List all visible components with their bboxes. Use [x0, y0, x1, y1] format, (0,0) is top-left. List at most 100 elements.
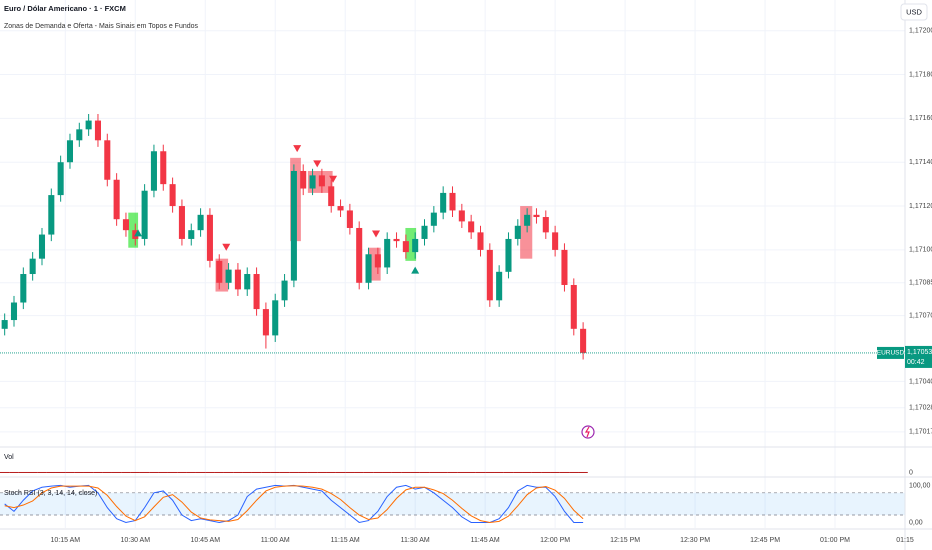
volume-bar — [121, 471, 131, 473]
volume-bar — [317, 471, 327, 473]
alert-icon[interactable] — [581, 425, 595, 439]
candle-body — [76, 129, 83, 141]
volume-bar — [27, 471, 38, 473]
volume-title: Vol — [4, 454, 14, 461]
volume-bar — [373, 471, 383, 473]
candle-body — [356, 227, 363, 283]
volume-bar — [559, 471, 570, 473]
candle-body — [85, 120, 92, 130]
x-tick-label: 01:15 — [896, 537, 914, 544]
candle-body — [337, 206, 344, 211]
candle-body — [533, 214, 540, 218]
last-price-label: 1,17053 — [907, 349, 932, 356]
candle-body — [374, 254, 381, 268]
candle-body — [38, 234, 46, 259]
volume-bar — [83, 471, 94, 473]
volume-bar — [158, 471, 168, 473]
buy-signal — [134, 229, 143, 237]
volume-bar — [466, 471, 476, 473]
volume-bar — [457, 471, 467, 473]
currency: USD — [906, 7, 922, 16]
volume-bar — [401, 471, 411, 473]
candle-body — [104, 140, 111, 180]
candle-body — [178, 206, 185, 239]
volume-bar — [382, 471, 392, 473]
volume-bar — [149, 471, 159, 473]
x-tick-label: 11:45 AM — [471, 537, 500, 544]
volume-bar — [214, 471, 224, 473]
sell-signal — [293, 145, 302, 153]
candle-body — [216, 260, 223, 283]
candle-body — [253, 274, 260, 310]
volume-bar — [270, 471, 280, 473]
volume-bar — [354, 471, 364, 473]
stoch-line — [4, 485, 584, 523]
candle-body — [94, 120, 101, 141]
symbol-label: EURUSD — [877, 350, 905, 357]
axis: 10:15 AM 10:30 AM 10:45 AM 11:00 AM 11:15 AM… — [51, 28, 932, 544]
volume-bar — [307, 471, 318, 473]
volume-bar — [522, 471, 532, 473]
candle-body — [150, 151, 157, 191]
y-tick-label: 1,17120 — [909, 203, 932, 210]
volume-bar — [9, 471, 19, 473]
x-tick-label: 12:30 PM — [680, 537, 710, 544]
countdown-label: 00:42 — [907, 359, 925, 366]
candle-body — [141, 190, 148, 239]
volume-bar — [550, 471, 560, 473]
candle-body — [384, 238, 391, 268]
candle-body — [20, 274, 27, 303]
candle-body — [393, 238, 400, 242]
volume-bar — [289, 471, 299, 473]
volume-bar — [578, 471, 588, 473]
candle-body — [486, 249, 493, 301]
candle-body — [272, 300, 279, 336]
y-tick-label: 1,17100 — [909, 247, 932, 254]
volume-bar — [205, 471, 215, 473]
demand-zone — [405, 227, 417, 261]
candle-body — [29, 258, 36, 275]
y-tick-label: 1,17017 — [909, 429, 932, 436]
x-tick-label: 11:15 AM — [331, 537, 360, 544]
candle-body — [48, 195, 55, 235]
last-price-badge — [905, 345, 932, 368]
candle-body — [225, 269, 232, 283]
volume-bar — [410, 471, 420, 473]
volume-bar — [111, 471, 122, 473]
candle-body — [524, 214, 531, 226]
volume-bar — [298, 471, 308, 473]
volume-bar — [363, 471, 374, 473]
candle-body — [262, 309, 269, 336]
volume-bar — [261, 471, 271, 473]
volume-bar — [186, 471, 196, 473]
candle-body — [561, 249, 568, 285]
volume-bar — [242, 471, 252, 473]
y-tick-label: 0,00 — [909, 519, 923, 526]
candle-body — [412, 238, 419, 253]
supply-zone — [520, 206, 533, 259]
volume-bar — [475, 471, 486, 473]
volume-bar — [503, 471, 514, 473]
candle-body — [365, 254, 372, 283]
candle-body — [318, 175, 325, 187]
y-tick-label: 100,00 — [909, 482, 931, 489]
candle-body — [188, 230, 195, 239]
volume-bar — [531, 471, 542, 473]
candle-body — [281, 280, 288, 301]
volume-bar — [233, 471, 243, 473]
symbol-badge — [877, 346, 904, 359]
x-tick-label: 11:30 AM — [401, 537, 430, 544]
candle-body — [514, 225, 521, 239]
candle-body — [122, 219, 129, 231]
x-tick-label: 12:45 PM — [750, 537, 780, 544]
candle-body — [496, 271, 503, 301]
x-tick-label: 10:30 AM — [120, 537, 150, 544]
currency-button[interactable] — [900, 3, 928, 21]
candle-body — [570, 284, 577, 329]
candle-body — [244, 274, 251, 290]
candle-body — [449, 192, 456, 211]
x-tick-label: 11:00 AM — [261, 537, 290, 544]
volume-bar — [438, 471, 448, 473]
x-tick-label: 12:00 PM — [540, 537, 570, 544]
